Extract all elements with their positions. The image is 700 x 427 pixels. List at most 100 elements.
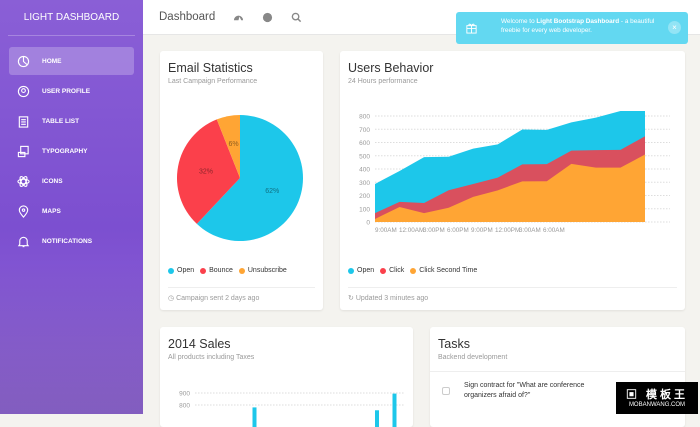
y-tick-label: 400 [359, 167, 370, 174]
sidebar-item-label: TABLE LIST [42, 117, 80, 125]
card-category: Backend development [438, 354, 508, 361]
notification-text: Welcome to [501, 18, 537, 25]
y-tick-label: 200 [359, 193, 370, 200]
sidebar-nav: HOME USER PROFILE TABLE LIST TYPOGRAPHY ICON… [0, 47, 143, 255]
notification-alert: Welcome to Light Bootstrap Dashboard - a… [456, 12, 688, 44]
x-tick-label: 6:00PM [447, 227, 469, 234]
pie-slice-open [196, 115, 303, 242]
task-checkbox[interactable] [442, 386, 450, 395]
pie-label: 6% [228, 141, 238, 148]
legend-dot-bounce [200, 267, 207, 274]
sidebar-item-label: ICONS [42, 177, 63, 185]
clipboard-icon [18, 115, 29, 128]
sidebar-item-label: HOME [42, 57, 62, 65]
x-tick-label: 6:00AM [543, 227, 565, 234]
notification-bold: Light Bootstrap Dashboard [536, 18, 620, 25]
card-category: 24 Hours performance [348, 78, 418, 85]
x-tick-label: 3:00PM [423, 227, 445, 234]
footer-text: Updated 3 minutes ago [355, 295, 429, 302]
card-footer: ◷ Campaign sent 2 days ago [168, 287, 315, 302]
card-title: 2014 Sales [168, 337, 231, 351]
bar [375, 410, 379, 427]
sidebar-item-maps[interactable]: MAPS [9, 197, 134, 225]
sidebar-item-label: NOTIFICATIONS [42, 237, 93, 245]
bar-chart: 800 900 [179, 391, 405, 427]
history-icon: ↻ [348, 295, 356, 302]
sidebar-item-table-list[interactable]: TABLE LIST [9, 107, 134, 135]
pie-label: 32% [199, 169, 213, 176]
notification-text-suffix: - a beautiful freebie for every web deve… [501, 18, 655, 34]
area-series-click-second-time [375, 154, 645, 222]
users-behavior-card: Users Behavior 24 Hours performance 0 100… [340, 51, 685, 310]
legend-click-second: Click Second Time [419, 267, 478, 274]
tasks-card: Tasks Backend development Sign contract … [430, 327, 685, 427]
task-row: Sign contract for "What are conference o… [430, 371, 685, 409]
sidebar-item-icons[interactable]: ICONS [9, 167, 134, 195]
sidebar-item-label: USER PROFILE [42, 87, 91, 95]
bell-icon [17, 236, 30, 247]
sidebar: LIGHT DASHBOARD HOME USER PROFILE TABLE LI… [0, 0, 143, 414]
x-tick-label: 12:00AM [399, 227, 424, 234]
x-tick-label: 12:00PM [495, 227, 520, 234]
legend-open: Open [357, 267, 375, 274]
pie-chart-icon [17, 55, 30, 67]
x-tick-label: 9:00PM [471, 227, 493, 234]
pie-chart: 62% 32% 6% [177, 115, 303, 242]
card-footer: ↻ Updated 3 minutes ago [348, 287, 677, 302]
y-tick-label: 500 [359, 153, 370, 160]
bar [392, 393, 397, 427]
pie-slice-bounce [177, 119, 240, 224]
legend-open: Open [177, 267, 195, 274]
globe-icon[interactable] [262, 12, 273, 23]
legend-unsubscribe: Unsubscribe [247, 267, 287, 274]
close-notification-button[interactable]: × [668, 21, 681, 34]
legend: Open Click Click Second Time [348, 267, 483, 274]
card-category: All products including Taxes [168, 354, 255, 361]
task-text: Sign contract for "What are conference o… [464, 381, 585, 399]
brand-logo[interactable]: LIGHT DASHBOARD [8, 0, 135, 36]
legend-dot-open [348, 267, 354, 274]
y-tick-label: 700 [359, 127, 370, 134]
legend-dot-open [168, 267, 174, 274]
sidebar-item-home[interactable]: HOME [9, 47, 134, 75]
x-tick-label: 3:00AM [519, 227, 541, 234]
sidebar-item-label: TYPOGRAPHY [42, 147, 88, 155]
legend-dot-click-second [410, 267, 417, 274]
y-tick-label: 600 [359, 140, 370, 147]
page-title[interactable]: Dashboard [159, 11, 216, 23]
map-pin-icon [18, 204, 29, 218]
sidebar-item-user-profile[interactable]: USER PROFILE [9, 77, 134, 105]
watermark-logo: ▣ 模板王 MOBANWANG.COM [616, 382, 698, 414]
y-tick-label: 0 [366, 220, 370, 227]
y-tick-label: 300 [359, 180, 370, 187]
email-statistics-card: Email Statistics Last Campaign Performan… [160, 51, 323, 310]
card-title: Users Behavior [348, 61, 434, 75]
legend-click: Click [389, 267, 405, 274]
sidebar-item-typography[interactable]: TYPOGRAPHY [9, 137, 134, 165]
y-tick-label: 800 [359, 114, 370, 121]
card-title: Tasks [438, 337, 470, 351]
pie-slice-unsubscribe [216, 115, 240, 178]
pie-label: 62% [265, 188, 279, 195]
dashboard-icon[interactable] [233, 12, 244, 23]
y-tick-label: 100 [359, 206, 370, 213]
x-tick-label: 9:00AM [375, 227, 397, 234]
legend-dot-unsubscribe [238, 267, 245, 274]
sidebar-item-label: MAPS [42, 207, 61, 215]
sidebar-item-notifications[interactable]: NOTIFICATIONS [9, 227, 134, 255]
paper-icon [17, 145, 29, 157]
y-tick-label: 800 [179, 403, 190, 410]
bar [252, 407, 257, 427]
search-icon[interactable] [291, 12, 302, 23]
legend-dot-click [380, 267, 387, 274]
card-category: Last Campaign Performance [168, 78, 258, 85]
y-tick-label: 900 [179, 391, 190, 398]
card-title: Email Statistics [168, 61, 253, 75]
legend: Open Bounce Unsubscribe [168, 267, 293, 274]
clock-icon: ◷ [168, 295, 177, 302]
gift-icon [466, 23, 477, 34]
sales-card: 2014 Sales All products including Taxes … [160, 327, 413, 427]
user-circle-icon [17, 85, 30, 97]
atom-icon [17, 175, 30, 187]
